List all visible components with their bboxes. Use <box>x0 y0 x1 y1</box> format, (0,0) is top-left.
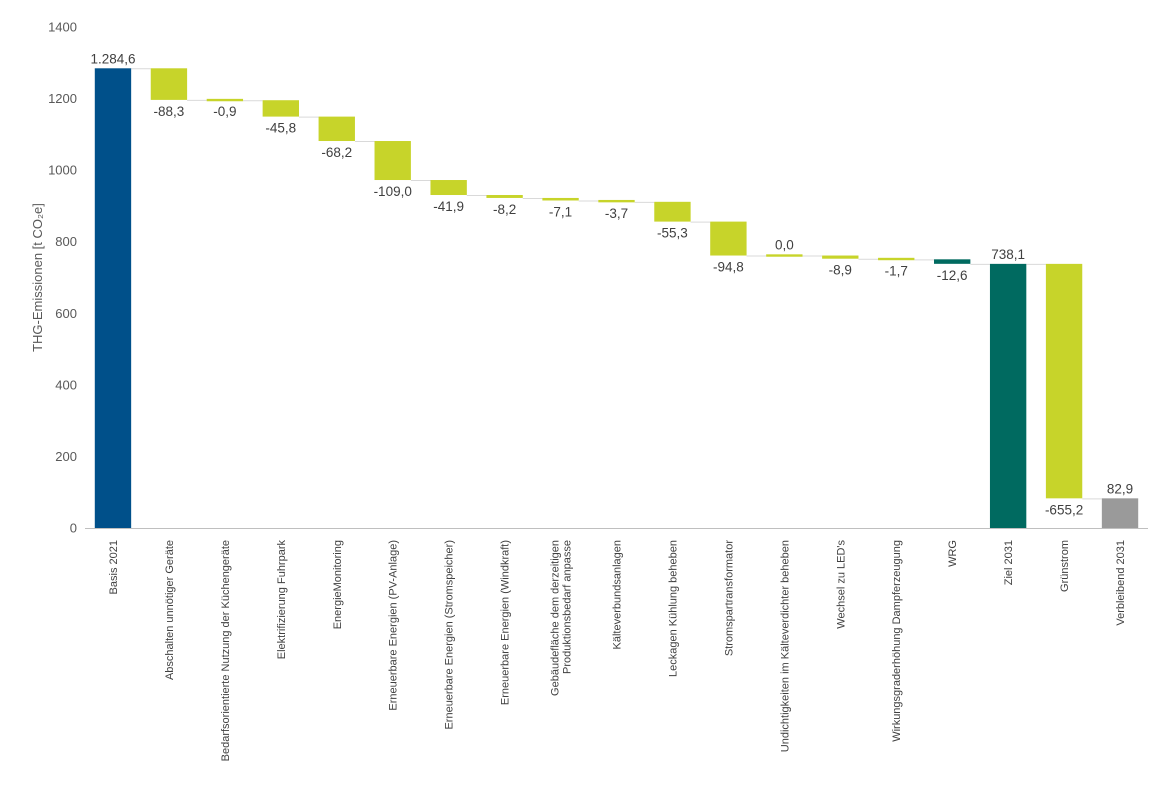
category-label: Leckagen Kühlung beheben <box>667 540 679 677</box>
y-axis-title: THG-Emissionen [t CO₂e] <box>30 203 45 352</box>
data-label: 738,1 <box>991 247 1025 262</box>
category-label: Gebäudefläche dem derzeitigen <box>550 540 562 696</box>
bar <box>654 201 691 222</box>
y-tick-label: 1000 <box>48 163 77 178</box>
bar <box>374 141 411 181</box>
bar <box>989 263 1027 528</box>
bar <box>878 257 915 261</box>
bar <box>94 68 132 528</box>
bar <box>934 259 971 264</box>
category-label: Kälteverbundsanlagen <box>612 540 624 649</box>
category-label: Undichtigkeiten im Kälteverdichter beheb… <box>779 540 791 752</box>
bar <box>150 68 188 100</box>
data-label: 0,0 <box>775 238 794 253</box>
data-label: -1,7 <box>885 263 908 278</box>
data-label: -109,0 <box>374 184 412 199</box>
data-label: -3,7 <box>605 206 628 221</box>
y-axis: 0 200 400 600 800 1000 1200 1400 <box>48 20 77 536</box>
category-label: Produktionsbedarf anpasse <box>562 540 574 674</box>
category-label: Elektrifizierung Fuhrpark <box>276 540 288 660</box>
y-tick-label: 600 <box>55 306 77 321</box>
y-tick-label: 800 <box>55 234 77 249</box>
bar <box>318 116 355 142</box>
data-label: -41,9 <box>433 199 464 214</box>
data-label: -68,2 <box>321 145 352 160</box>
category-label: EnergieMonitoring <box>332 540 344 629</box>
category-label: Erneuerbare Energien (PV-Anlage) <box>388 540 400 711</box>
category-label: Wirkungsgraderhöhung Dampferzeugung <box>891 540 903 742</box>
data-label: -8,2 <box>493 202 516 217</box>
bar <box>710 221 747 256</box>
category-label: Wechsel zu LED's <box>835 540 847 629</box>
bar <box>1101 498 1139 528</box>
y-tick-label: 1200 <box>48 91 77 106</box>
category-label: Basis 2021 <box>108 540 120 594</box>
bar <box>262 100 299 117</box>
category-label: Erneuerbare Energien (Windkraft) <box>500 540 512 705</box>
bar <box>822 255 859 259</box>
data-label: 82,9 <box>1107 481 1133 496</box>
bars <box>94 68 1139 528</box>
bar <box>598 199 635 203</box>
data-label: 1.284,6 <box>90 51 135 66</box>
category-label: Bedarfsorientierte Nutzung der Küchenger… <box>220 540 232 761</box>
bar <box>542 197 579 201</box>
data-label: -55,3 <box>657 226 688 241</box>
bar <box>206 98 244 102</box>
bar <box>486 195 523 198</box>
connector-lines <box>131 68 1102 500</box>
category-label: Verbleibend 2031 <box>1115 540 1127 626</box>
data-label: -655,2 <box>1045 502 1083 517</box>
data-label: -88,3 <box>154 104 185 119</box>
data-label: -8,9 <box>829 263 852 278</box>
y-tick-label: 1400 <box>48 20 77 35</box>
data-label: -7,1 <box>549 204 572 219</box>
data-labels: 1.284,6 -88,3 -0,9 -45,8 -68,2 -109,0 -41,9 -8,… <box>90 51 1133 517</box>
data-label: -94,8 <box>713 260 744 275</box>
data-label: -45,8 <box>265 121 296 136</box>
data-label: -12,6 <box>937 268 968 283</box>
y-tick-label: 400 <box>55 377 77 392</box>
category-label: Stromspartransformator <box>723 540 735 656</box>
y-tick-label: 0 <box>70 521 77 536</box>
bar <box>766 254 803 257</box>
bar <box>1045 263 1083 499</box>
category-label: Erneuerbare Energien (Stromspeicher) <box>444 540 456 730</box>
y-tick-label: 200 <box>55 449 77 464</box>
category-label: Abschalten unnötiger Geräte <box>164 540 176 680</box>
category-label: Grünstrom <box>1059 540 1071 592</box>
category-label: WRG <box>947 540 959 567</box>
bar <box>430 180 467 196</box>
category-labels: Basis 2021 Abschalten unnötiger Geräte Bed… <box>108 540 1127 762</box>
category-label: Ziel 2031 <box>1003 540 1015 585</box>
data-label: -0,9 <box>213 104 236 119</box>
